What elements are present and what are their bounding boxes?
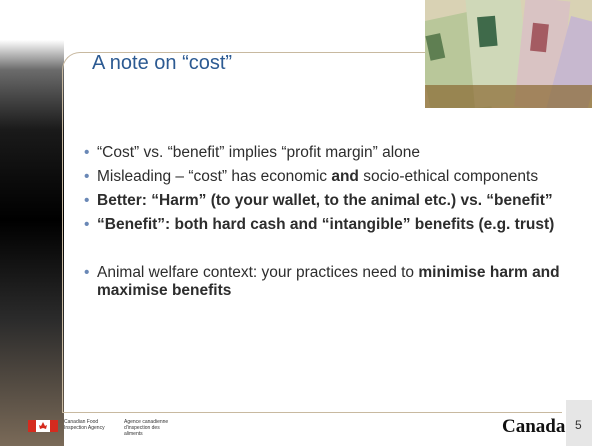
bullet: Misleading – “cost” has economic and soc… xyxy=(84,168,564,186)
bullet-text: socio-ethical components xyxy=(359,168,538,185)
page-number: 5 xyxy=(575,418,582,432)
agency-fr: Agence canadienne d'inspection des alime… xyxy=(124,419,176,437)
bullet: Animal welfare context: your practices n… xyxy=(84,264,564,300)
bullet-text: “Cost” vs. “benefit” implies “profit mar… xyxy=(97,144,420,161)
footer-rule xyxy=(62,412,562,413)
bullet-text: Misleading – “cost” has economic xyxy=(97,168,331,185)
slide: A note on “cost” “Cost” vs. “benefit” im… xyxy=(0,0,592,446)
flag-icon xyxy=(28,420,58,432)
bullet-text: Better: “Harm” (to your wallet, to the a… xyxy=(97,192,553,209)
bullet-text: “Benefit”: both hard cash and “intangibl… xyxy=(97,216,554,233)
money-photo xyxy=(425,0,592,108)
bullet-text: and xyxy=(331,168,359,185)
bullet-list: “Cost” vs. “benefit” implies “profit mar… xyxy=(84,144,564,306)
canada-wordmark: Canada xyxy=(502,416,565,438)
side-band xyxy=(0,0,64,446)
bullet: Better: “Harm” (to your wallet, to the a… xyxy=(84,192,564,210)
bullet: “Cost” vs. “benefit” implies “profit mar… xyxy=(84,144,564,162)
agency-en: Canadian Food Inspection Agency xyxy=(64,419,116,431)
slide-title: A note on “cost” xyxy=(92,52,232,75)
bullet-text: Animal welfare context: your practices n… xyxy=(97,264,418,281)
bullet: “Benefit”: both hard cash and “intangibl… xyxy=(84,216,564,234)
